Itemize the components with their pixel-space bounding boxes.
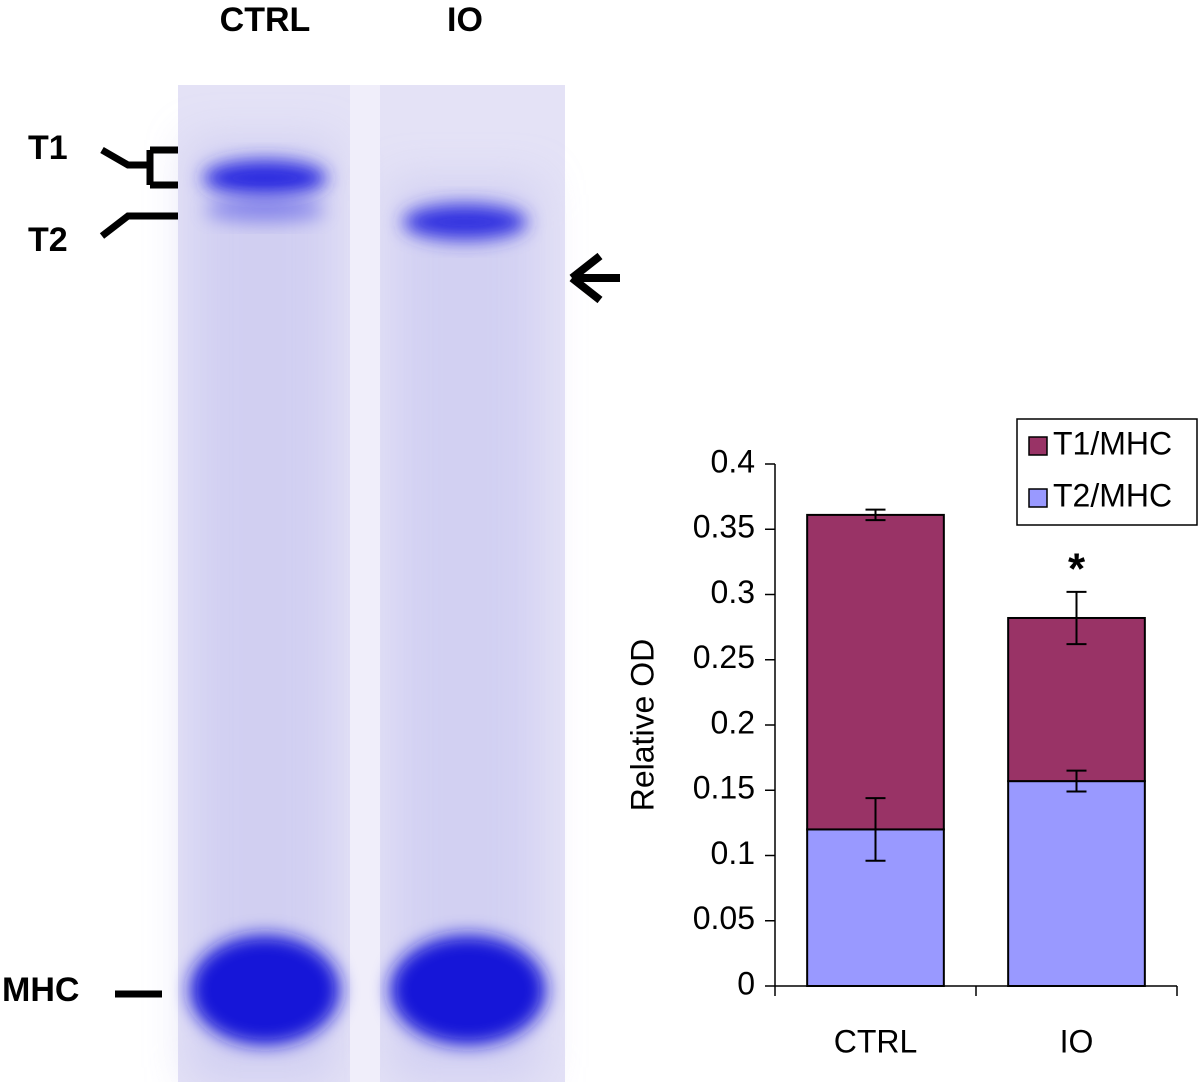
bar [806,513,945,831]
gel-image [178,85,565,1082]
gel-markers [99,146,620,998]
lane-label: CTRL [220,1,311,39]
y-tick-label: 0.35 [693,509,755,545]
bar [1007,780,1146,987]
annotation: * [1068,545,1086,594]
band-label: T1 [28,129,68,167]
y-tick-label: 0.4 [711,443,755,479]
y-tick-label: 0.15 [693,770,755,806]
y-tick-label: 0 [737,965,755,1001]
error-bar [1066,590,1087,646]
legend-label: T1/MHC [1053,425,1172,461]
legend-swatch [1028,436,1048,456]
legend-swatch [1028,488,1048,508]
band-label: T2 [28,221,68,259]
error-bar [1066,769,1087,793]
x-tick-label: CTRL [834,1023,918,1059]
y-tick-label: 0.1 [711,835,755,871]
legend-label: T2/MHC [1053,477,1172,513]
y-tick-label: 0.25 [693,639,755,675]
lane-label: IO [447,1,483,39]
y-tick-label: 0.05 [693,900,755,936]
error-bar [865,797,886,862]
y-tick-label: 0.3 [711,574,755,610]
band-label: MHC [2,971,79,1009]
y-axis-label: Relative OD [624,639,660,812]
y-tick-label: 0.2 [711,704,755,740]
x-tick-label: IO [1060,1023,1094,1059]
error-bar [865,508,886,522]
